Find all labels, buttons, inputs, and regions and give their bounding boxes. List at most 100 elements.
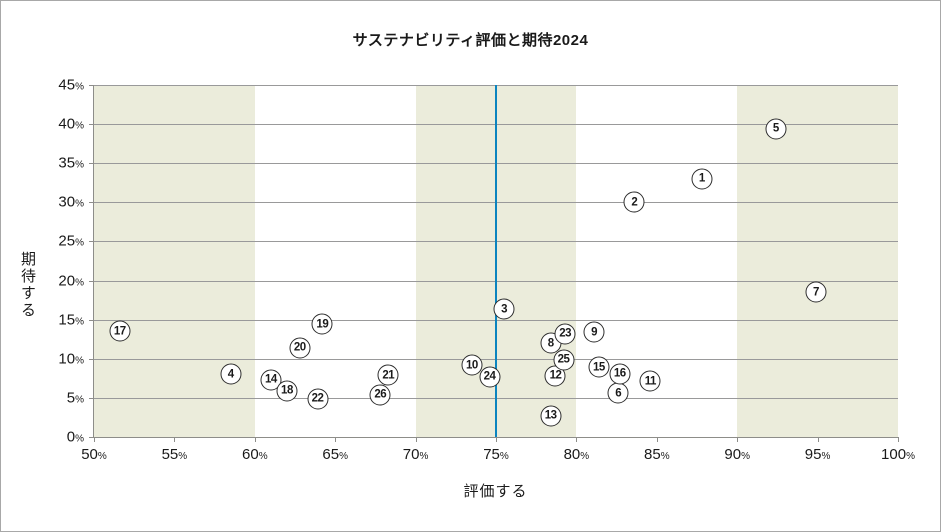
data-point: 18: [276, 380, 298, 402]
tick-value: 70: [402, 446, 420, 463]
data-point: 1: [691, 168, 713, 190]
tick-value: 5: [66, 389, 76, 407]
tick-unit: %: [75, 316, 84, 328]
data-point: 12: [544, 365, 566, 387]
tick-value: 75: [483, 446, 500, 463]
x-axis-tick: [576, 437, 578, 442]
tick-value: 25: [58, 232, 76, 250]
plot-area: 0% 5% 10% 15% 20% 25% 30% 35% 40% 45% 50% 55% 60% 65%…: [58, 77, 915, 464]
y-axis-tick: [89, 202, 93, 204]
y-axis-tick: [89, 163, 93, 165]
x-tick-label: 65%: [322, 446, 348, 463]
y-tick-label: 45%: [58, 77, 84, 94]
y-axis-tick: [89, 358, 93, 360]
x-axis-tick: [174, 437, 176, 442]
x-axis-tick: [817, 437, 819, 442]
x-axis-tick: [254, 437, 256, 442]
tick-value: 100: [881, 446, 907, 463]
x-axis-tick: [496, 437, 497, 442]
tick-unit: %: [419, 451, 429, 462]
data-point: 4: [220, 363, 242, 385]
x-axis-tick: [737, 437, 739, 442]
tick-unit: %: [75, 355, 84, 367]
tick-value: 40: [58, 115, 76, 133]
y-tick-label: 5%: [67, 389, 84, 406]
tick-value: 45: [58, 76, 76, 94]
y-tick-label: 30%: [58, 194, 84, 211]
y-tick-label: 0%: [67, 429, 84, 446]
x-tick-label: 75%: [483, 446, 509, 463]
y-tick-label: 15%: [58, 311, 84, 328]
x-tick-label: 50%: [81, 446, 107, 463]
tick-unit: %: [97, 451, 107, 462]
x-tick-label: 100%: [881, 446, 915, 463]
tick-value: 0: [66, 428, 76, 446]
tick-value: 50: [81, 446, 98, 463]
data-point: 6: [607, 382, 629, 404]
data-point: 19: [311, 313, 333, 335]
x-axis-tick: [415, 437, 417, 442]
data-point: 22: [307, 388, 328, 410]
data-point: 21: [377, 364, 399, 386]
tick-value: 95: [804, 446, 822, 463]
data-point: 17: [109, 320, 131, 342]
tick-unit: %: [258, 451, 268, 462]
tick-unit: %: [741, 451, 750, 462]
tick-unit: %: [75, 433, 84, 445]
tick-unit: %: [660, 451, 670, 462]
tick-value: 35: [58, 154, 76, 172]
y-axis-tick: [89, 85, 93, 86]
tick-unit: %: [499, 451, 509, 462]
x-tick-label: 60%: [242, 446, 268, 463]
tick-value: 20: [58, 272, 76, 290]
y-axis-tick: [89, 319, 93, 321]
tick-value: 60: [242, 446, 259, 463]
tick-value: 65: [322, 446, 340, 463]
data-point: 10: [461, 354, 483, 376]
data-point: 2: [623, 191, 645, 213]
tick-unit: %: [339, 451, 348, 462]
tick-unit: %: [75, 277, 84, 289]
tick-unit: %: [75, 159, 84, 171]
y-axis-tick: [89, 397, 93, 399]
tick-value: 85: [644, 446, 661, 463]
tick-unit: %: [75, 81, 84, 93]
tick-unit: %: [75, 120, 84, 132]
y-axis-title: 期待する: [19, 251, 36, 319]
tick-unit: %: [75, 394, 84, 406]
x-tick-label: 95%: [805, 446, 831, 463]
tick-unit: %: [580, 451, 590, 462]
tick-value: 15: [58, 311, 76, 329]
x-tick-label: 55%: [162, 446, 188, 463]
y-axis-tick: [89, 437, 93, 438]
data-point: 24: [479, 366, 501, 388]
y-tick-label: 40%: [58, 116, 84, 133]
tick-unit: %: [821, 451, 831, 462]
data-point: 13: [540, 405, 562, 427]
data-point: 20: [289, 337, 311, 359]
tick-value: 30: [58, 193, 76, 211]
data-point: 3: [493, 298, 515, 320]
tick-unit: %: [75, 198, 84, 210]
x-tick-label: 90%: [724, 446, 750, 463]
tick-value: 80: [563, 446, 581, 463]
data-point: 26: [369, 384, 391, 406]
data-point: 25: [553, 349, 575, 371]
x-tick-label: 70%: [403, 446, 429, 463]
x-tick-label: 80%: [564, 446, 590, 463]
tick-unit: %: [906, 451, 915, 462]
tick-unit: %: [75, 237, 84, 249]
data-point: 16: [609, 363, 631, 385]
y-axis-tick: [89, 241, 93, 243]
chart-title: サステナビリティ評価と期待2024: [352, 32, 589, 49]
reference-line: [495, 85, 497, 437]
tick-value: 10: [58, 350, 76, 368]
data-point: 15: [588, 356, 610, 378]
data-point: 7: [805, 281, 827, 303]
y-tick-label: 25%: [58, 233, 84, 250]
tick-unit: %: [178, 451, 188, 462]
data-point: 9: [583, 321, 605, 343]
y-tick-label: 20%: [58, 272, 84, 289]
tick-value: 90: [724, 446, 742, 463]
